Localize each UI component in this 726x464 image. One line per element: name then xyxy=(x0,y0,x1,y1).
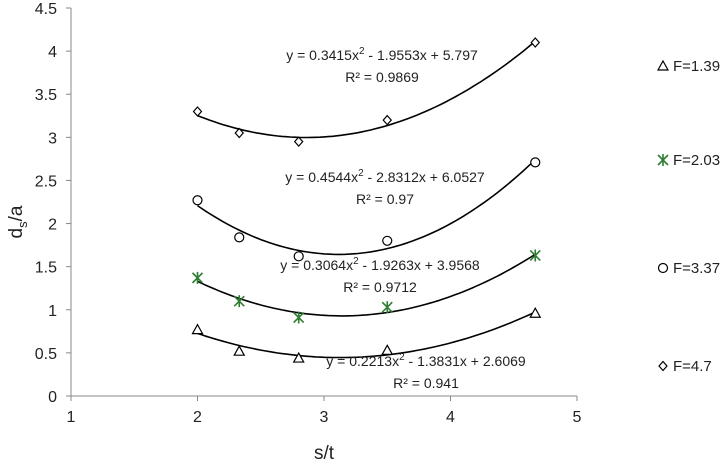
data-points xyxy=(191,37,542,363)
data-point-f-2-03 xyxy=(529,249,541,262)
y-tick-label: 0.5 xyxy=(35,346,57,363)
y-tick-label: 3 xyxy=(48,130,57,147)
x-tick-label: 2 xyxy=(193,409,202,426)
trendline-equation-f-2-03: y = 0.3064x2 - 1.9263x + 3.9568 xyxy=(280,256,480,273)
data-point-f-1-39 xyxy=(381,344,394,355)
legend-label: F=4.7 xyxy=(673,358,712,375)
legend-marker-f-2-03 xyxy=(657,154,669,166)
legend-label: F=1.39 xyxy=(673,58,720,75)
data-point-f-4-7 xyxy=(293,136,304,148)
data-point-f-2-03 xyxy=(381,301,393,314)
legend-marker-f-3-37 xyxy=(657,262,669,274)
data-point-f-3-37 xyxy=(293,251,304,262)
y-tick-label: 1 xyxy=(48,303,57,320)
data-point-f-2-03 xyxy=(191,271,204,284)
data-point-f-2-03 xyxy=(293,311,305,324)
legend-item-f-3-37: F=3.37 xyxy=(657,260,720,277)
legend-item-f-1-39: F=1.39 xyxy=(656,58,720,75)
data-point-f-4-7 xyxy=(382,114,393,126)
x-tick-label: 4 xyxy=(446,409,455,426)
x-tick-label: 3 xyxy=(320,409,329,426)
trendline-r2-f-2-03: R² = 0.9712 xyxy=(343,279,417,295)
trendline-equation-f-1-39: y = 0.2213x2 - 1.3831x + 2.6069 xyxy=(326,352,526,369)
trendline-equations: y = 0.2213x2 - 1.3831x + 2.6069 R² = 0.94… xyxy=(280,46,526,391)
data-point-f-1-39 xyxy=(292,351,305,363)
data-point-f-4-7 xyxy=(530,37,541,48)
trendline-equation-f-4-7: y = 0.3415x2 - 1.9553x + 5.797 xyxy=(286,46,478,63)
data-point-f-1-39 xyxy=(191,323,204,335)
x-tick-label: 5 xyxy=(573,409,582,426)
legend: F=1.39 F=2.03 F=3.37 F=4.7 xyxy=(656,58,720,375)
data-point-f-3-37 xyxy=(382,235,393,246)
trendline-equation-f-3-37: y = 0.4544x2 - 2.8312x + 6.0527 xyxy=(285,168,485,185)
trendline-r2-f-3-37: R² = 0.97 xyxy=(356,191,414,207)
legend-label: F=2.03 xyxy=(673,152,720,169)
y-axis-title: ds/a xyxy=(6,205,30,238)
trendline-f-3-37 xyxy=(197,159,536,256)
x-tick-label: 1 xyxy=(67,409,76,426)
data-point-f-4-7 xyxy=(192,106,203,117)
data-point-f-4-7 xyxy=(234,127,245,139)
legend-item-f-2-03: F=2.03 xyxy=(657,152,720,169)
y-tick-label: 4.5 xyxy=(35,1,57,18)
data-point-f-3-37 xyxy=(192,195,203,206)
trendline-f-1-39 xyxy=(197,311,536,359)
trendline-f-2-03 xyxy=(197,253,536,317)
axes: 1 2 3 4 5 0 0.5 1 1.5 2 2.5 3 3.5 4 4.5 xyxy=(35,1,582,426)
y-tick-label: 0 xyxy=(48,389,57,406)
trendlines xyxy=(197,40,536,359)
y-tick-label: 1.5 xyxy=(35,260,57,277)
y-tick-label: 2 xyxy=(48,217,57,234)
trendline-r2-f-4-7: R² = 0.9869 xyxy=(345,69,419,85)
trendline-f-4-7 xyxy=(197,40,536,139)
legend-marker-f-1-39 xyxy=(656,59,670,71)
legend-marker-f-4-7 xyxy=(658,360,668,372)
x-axis-title: s/t xyxy=(314,443,335,464)
data-point-f-3-37 xyxy=(530,157,541,168)
legend-label: F=3.37 xyxy=(673,260,720,277)
y-tick-label: 4 xyxy=(48,44,57,61)
y-tick-label: 3.5 xyxy=(35,87,57,104)
data-point-f-3-37 xyxy=(234,232,245,243)
y-tick-label: 2.5 xyxy=(35,173,57,190)
data-point-f-1-39 xyxy=(233,344,246,356)
trendline-r2-f-1-39: R² = 0.941 xyxy=(393,375,459,391)
data-point-f-2-03 xyxy=(233,295,245,308)
legend-item-f-4-7: F=4.7 xyxy=(658,358,712,375)
data-point-f-1-39 xyxy=(529,306,542,318)
